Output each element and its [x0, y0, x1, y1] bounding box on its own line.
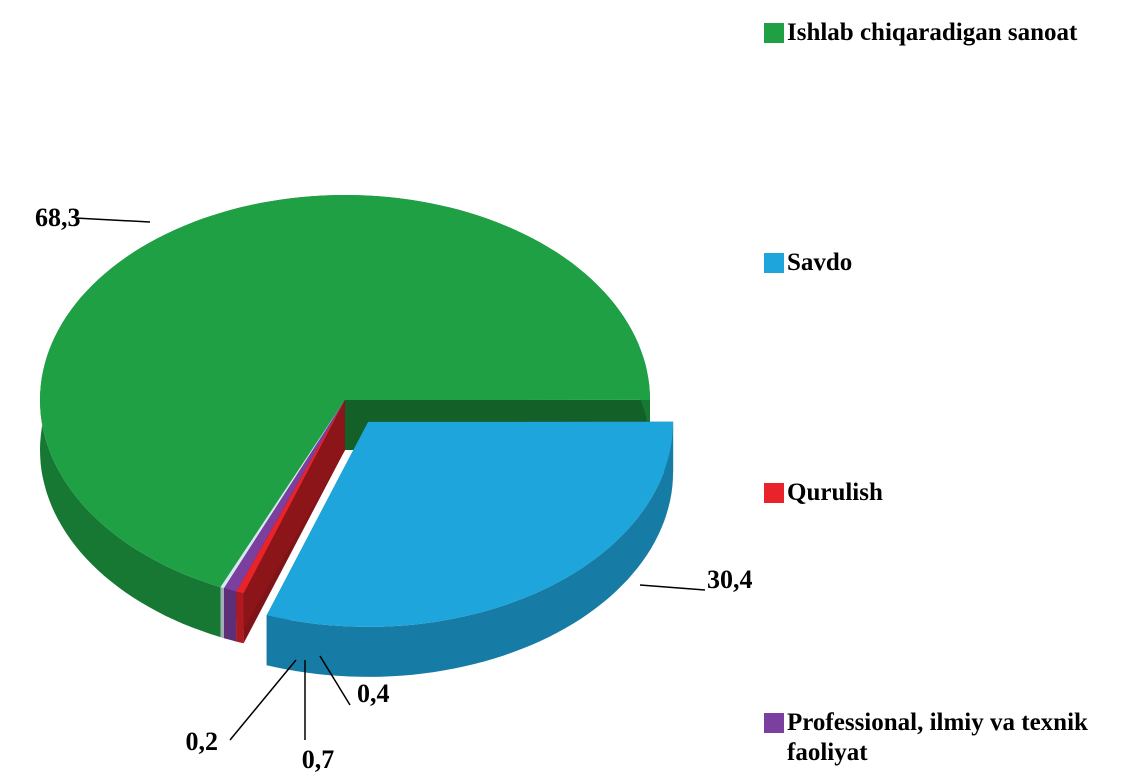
leader-line [74, 217, 151, 223]
legend-item: Ishlab chiqaradigan sanoat [764, 18, 1144, 48]
slice-wall [220, 587, 224, 639]
legend-label: Ishlab chiqaradigan sanoat [787, 19, 1078, 46]
legend-item: Qurulish [764, 478, 1144, 508]
legend-label: Professional, ilmiy va texnik faoliyat [787, 709, 1088, 766]
slice-side [236, 400, 345, 642]
legend-swatch [764, 483, 784, 503]
data-label: 30,4 [707, 565, 753, 594]
slice-top [266, 421, 674, 627]
data-label: 0,7 [302, 745, 335, 774]
slice [236, 400, 345, 644]
slice-top [236, 400, 345, 594]
slice-top [224, 400, 345, 592]
legend-label: Savdo [787, 249, 853, 276]
data-label: 68,3 [35, 203, 81, 232]
legend-swatch [764, 23, 784, 43]
data-label: 0,4 [357, 679, 390, 708]
slice-wall [224, 588, 237, 642]
slice [266, 421, 674, 677]
leader-line [229, 659, 297, 741]
legend-swatch [764, 713, 784, 733]
leader-line [639, 584, 706, 591]
legend-item: Professional, ilmiy va texnik faoliyat [764, 708, 1144, 768]
slice-top [40, 195, 650, 588]
legend-label: Qurulish [787, 479, 883, 506]
legend-item: Savdo [764, 248, 1144, 278]
data-label: 0,2 [186, 727, 219, 756]
slice-top [220, 400, 345, 589]
slice-wall [236, 591, 244, 644]
legend-swatch [764, 253, 784, 273]
slice-wall [266, 421, 674, 677]
leader-line [319, 655, 351, 706]
